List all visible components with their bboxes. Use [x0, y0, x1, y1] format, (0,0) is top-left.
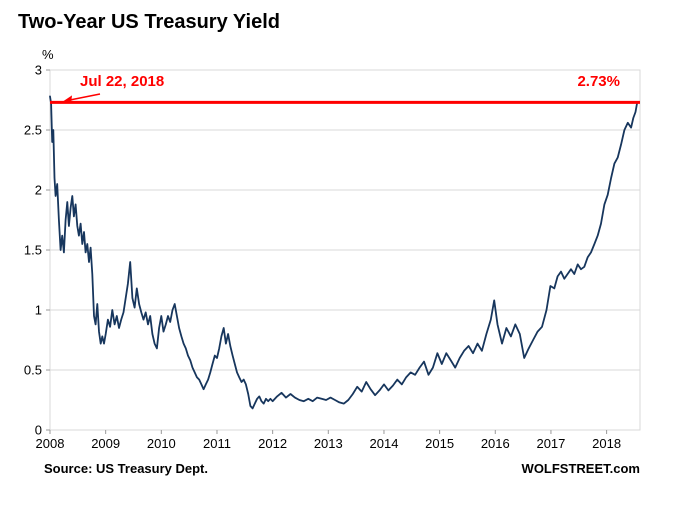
x-tick-label: 2008 — [36, 436, 65, 451]
x-tick-label: 2009 — [91, 436, 120, 451]
annotation-arrowhead — [60, 95, 72, 104]
x-tick-label: 2013 — [314, 436, 343, 451]
source-attribution: Source: US Treasury Dept. — [44, 461, 208, 476]
x-tick-label: 2017 — [536, 436, 565, 451]
y-axis-unit-label: % — [42, 47, 54, 62]
x-tick-label: 2018 — [592, 436, 621, 451]
x-tick-label: 2014 — [370, 436, 399, 451]
x-tick-label: 2015 — [425, 436, 454, 451]
y-tick-label: 1 — [35, 303, 42, 318]
y-tick-label: 2.5 — [24, 123, 42, 138]
x-tick-label: 2010 — [147, 436, 176, 451]
brand-wordmark: WOLFSTREET.com — [521, 461, 640, 476]
x-tick-label: 2011 — [203, 436, 231, 451]
x-tick-label: 2012 — [258, 436, 287, 451]
annotation-date-label: Jul 22, 2018 — [80, 73, 165, 90]
chart-title: Two-Year US Treasury Yield — [18, 11, 280, 33]
x-tick-label: 2016 — [481, 436, 510, 451]
annotation-arrow — [67, 93, 101, 102]
y-tick-label: 3 — [35, 63, 42, 78]
y-tick-label: 0 — [35, 423, 42, 438]
annotation-value-label: 2.73% — [577, 73, 620, 90]
yield-line — [49, 95, 639, 410]
y-tick-label: 1.5 — [24, 243, 42, 258]
y-tick-label: 2 — [35, 183, 42, 198]
y-tick-label: 0.5 — [24, 363, 42, 378]
